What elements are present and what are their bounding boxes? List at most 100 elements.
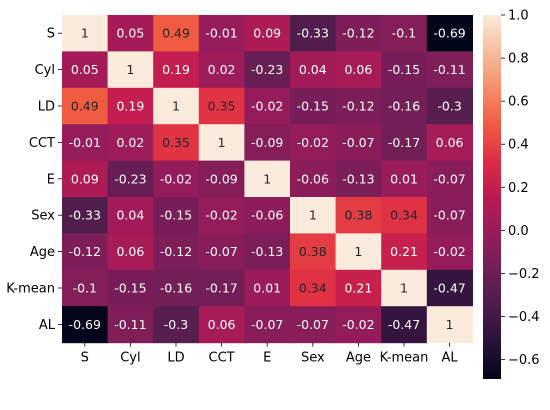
cell-value-label: -0.17 [205,281,237,296]
cell-value-label: -0.12 [342,26,374,41]
heatmap-cell [198,87,245,125]
y-tick-label: Age [30,245,55,260]
cell-value-label: -0.07 [251,317,283,332]
heatmap-cell [107,87,154,125]
cell-value-label: 1 [172,99,180,114]
heatmap-cell [335,197,382,234]
heatmap-cell [198,197,245,234]
y-tick-label: AL [39,318,56,333]
colorbar-gradient [483,15,501,379]
colorbar-tick-label: 0.2 [508,181,529,196]
heatmap-cell [198,306,245,344]
colorbar-tick-label: 0.6 [508,95,529,110]
heatmap-cell [426,233,473,271]
cell-value-label: 0.49 [71,99,99,114]
heatmap-cell [62,233,109,271]
heatmap-cell [107,124,154,162]
heatmap-cell [290,197,337,234]
cell-value-label: 0.01 [390,171,418,186]
cell-value-label: 0.05 [116,26,144,41]
cell-value-label: -0.15 [297,99,329,114]
cell-value-label: 1 [446,317,454,332]
heatmap-cell [381,269,428,307]
cell-value-label: -0.69 [69,317,101,332]
cell-value-label: -0.3 [164,317,188,332]
heatmap-cell-labels: 1 0.05 0.49 -0.01 0.09 -0.33 -0.12 -0.1 -0.69 0.0… [69,26,466,332]
heatmap-cell [244,160,291,198]
heatmap-cell [426,124,473,162]
cell-value-label: -0.23 [251,62,283,77]
cell-value-label: 1 [81,26,89,41]
cell-value-label: 0.19 [116,99,144,114]
cell-value-label: 0.06 [208,317,236,332]
heatmap-cell [198,269,245,307]
heatmap-cell [426,51,473,89]
cell-value-label: -0.06 [297,171,329,186]
cell-value-label: -0.15 [388,62,420,77]
heatmap-cell [335,15,382,52]
heatmap-cell [426,160,473,198]
heatmap-cell [381,51,428,89]
colorbar: 1.0 0.8 0.6 0.4 0.2 0.0 −0.2 −0.4 −0.6 [483,9,540,379]
cell-value-label: 0.34 [299,281,327,296]
cell-value-label: 0.09 [253,26,281,41]
cell-value-label: 0.35 [208,99,236,114]
heatmap-cell [107,160,154,198]
cell-value-label: -0.15 [160,208,192,223]
cell-value-label: 0.38 [344,208,372,223]
heatmap-cell [62,160,109,198]
cell-value-label: -0.13 [251,244,283,259]
colorbar-tick-label: −0.6 [508,353,540,368]
heatmap-cell [107,233,154,271]
cell-value-label: -0.02 [297,135,329,150]
x-tick-label: Age [346,351,371,366]
heatmap-cell [335,124,382,162]
heatmap-cell [153,124,200,162]
colorbar-tick-label: 0.8 [508,52,529,67]
cell-value-label: -0.07 [433,208,465,223]
heatmap-cell [244,197,291,234]
colorbar-tick-label: 1.0 [508,9,529,24]
cell-value-label: 0.35 [162,135,190,150]
heatmap-cell [244,15,291,52]
heatmap-cell [335,269,382,307]
heatmap-cell [426,269,473,307]
heatmap-cell [153,160,200,198]
cell-value-label: 1 [218,135,226,150]
heatmap-cell [198,233,245,271]
cell-value-label: 0.38 [299,244,327,259]
cell-value-label: 0.06 [116,244,144,259]
heatmap-cell [290,124,337,162]
heatmap-cell [198,160,245,198]
heatmap-cell [153,306,200,344]
cell-value-label: 0.21 [344,281,372,296]
cell-value-label: -0.13 [342,171,374,186]
heatmap-cell [290,306,337,344]
y-axis-tick-labels: S Cyl LD CCT E Sex Age K-mean AL [6,27,62,333]
heatmap-cell [62,124,109,162]
cell-value-label: 0.21 [390,244,418,259]
heatmap-cell [381,15,428,52]
heatmap-cell [290,51,337,89]
heatmap-cell [198,124,245,162]
x-tick-label: Sex [301,351,325,366]
cell-value-label: 0.09 [71,171,99,186]
colorbar-tick-label: −0.2 [508,267,540,282]
cell-value-label: -0.3 [437,99,461,114]
y-tick-label: Cyl [35,63,55,78]
heatmap-cell [335,233,382,271]
heatmap-cell [198,15,245,52]
x-tick-label: Cyl [120,351,140,366]
cell-value-label: 0.34 [390,208,418,223]
heatmap-cell [153,269,200,307]
cell-value-label: 0.04 [116,208,144,223]
heatmap-cell [381,306,428,344]
heatmap-cell [107,197,154,234]
heatmap-cell [335,160,382,198]
heatmap-cell [153,51,200,89]
cell-value-label: -0.07 [205,244,237,259]
cell-value-label: 0.01 [253,281,281,296]
cell-value-label: 0.04 [299,62,327,77]
heatmap-cell [244,233,291,271]
cell-value-label: 1 [400,281,408,296]
